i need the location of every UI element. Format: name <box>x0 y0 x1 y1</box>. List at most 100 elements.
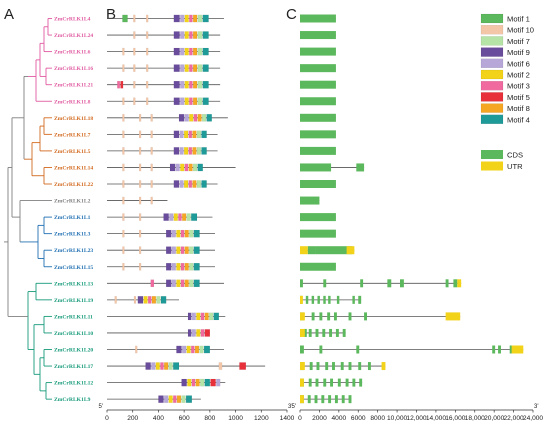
cds-box <box>348 362 352 371</box>
legend-swatch <box>481 161 503 171</box>
cds-box <box>300 279 303 288</box>
motif-box <box>180 64 185 72</box>
tick-label: 600 <box>179 415 190 422</box>
gene-label: ZmCrRLK1L13 <box>54 281 93 287</box>
motif-box <box>180 97 185 106</box>
motif-box <box>151 362 156 370</box>
motif-box <box>133 14 136 23</box>
motif-box <box>168 395 173 403</box>
motif-box <box>150 114 153 122</box>
cds-box <box>300 97 336 106</box>
motif-box <box>193 279 200 288</box>
cds-box <box>335 328 339 337</box>
gene-labels: ZmCrRLK1L4 ZmCrRLK1L24 ZmCrRLK1L6 ZmCrRLK1L… <box>54 17 93 404</box>
tick-label: 1200 <box>254 415 269 422</box>
cds-box <box>334 395 338 404</box>
motif-box <box>173 80 180 89</box>
utr-box <box>511 345 524 354</box>
motif-box <box>202 14 209 23</box>
motif-box <box>197 31 203 39</box>
motif-box <box>146 97 149 106</box>
motif-box <box>189 279 194 288</box>
cds-box <box>323 378 327 387</box>
motif-box <box>173 97 180 106</box>
motif-box <box>150 279 155 288</box>
motif-box <box>173 130 180 139</box>
cds-box <box>308 378 312 387</box>
motif-box <box>189 114 194 122</box>
motif-box <box>179 180 184 188</box>
motif-box <box>171 246 176 254</box>
motif-box <box>191 378 196 387</box>
legend-label: Motif 10 <box>507 26 534 35</box>
motif-box <box>180 262 185 271</box>
motif-box <box>122 163 125 172</box>
cds-box <box>316 362 320 371</box>
motif-box <box>200 378 205 387</box>
cds-box <box>358 295 362 304</box>
motif-box <box>122 180 125 188</box>
motif-box <box>186 345 191 354</box>
cds-box <box>319 312 323 321</box>
tick-label: 14,000 <box>426 415 447 422</box>
motif-box <box>155 362 160 370</box>
tick-label: 800 <box>204 415 215 422</box>
utr-box <box>300 362 305 371</box>
motif-box <box>146 47 149 56</box>
cds-box <box>300 130 336 139</box>
gene-label: ZmCrRLK1L15 <box>54 265 93 271</box>
motif-box <box>218 362 223 370</box>
motif-box <box>189 229 194 238</box>
motif-box <box>175 163 180 172</box>
motif-box <box>186 213 191 221</box>
motif-box <box>122 246 125 254</box>
legend-swatch <box>480 58 504 68</box>
motif-box <box>204 312 209 321</box>
motif-box <box>196 180 202 188</box>
motif-box <box>146 14 149 23</box>
cds-box <box>300 229 336 238</box>
motif-box <box>173 47 180 56</box>
motif-box <box>164 362 169 370</box>
motif-box <box>213 312 220 321</box>
motif-box <box>146 64 149 72</box>
legend-swatch <box>480 13 504 24</box>
motif-box <box>188 163 193 172</box>
motif-box <box>192 31 198 39</box>
cds-box <box>342 328 346 337</box>
motif-box <box>184 31 189 39</box>
cds-box <box>303 328 307 337</box>
motif-box <box>184 114 189 122</box>
cds-box <box>341 395 345 404</box>
legend-label: Motif 6 <box>507 59 530 68</box>
cds-box <box>307 246 316 255</box>
motif-box <box>138 163 142 172</box>
motif-box <box>122 47 125 56</box>
motif-box <box>138 114 142 122</box>
legend-label: Motif 5 <box>507 93 530 102</box>
motif-box <box>204 329 211 337</box>
motif-box <box>178 213 182 221</box>
motif-box <box>191 213 198 221</box>
cds-box <box>358 362 362 371</box>
motif-box <box>189 64 193 72</box>
cds-box <box>300 213 336 222</box>
motif-box <box>189 262 194 271</box>
panel-label-c: C <box>286 6 297 23</box>
cds-box <box>359 378 363 387</box>
panel-label-b: B <box>106 6 116 23</box>
motif-box <box>165 279 172 288</box>
cds-box <box>333 312 337 321</box>
motif-box <box>133 47 136 56</box>
motif-box <box>138 130 142 139</box>
motif-box <box>150 130 153 139</box>
motif-box <box>135 345 138 354</box>
tick-label: 12,000 <box>406 415 427 422</box>
cds-box <box>336 295 340 304</box>
motif-box <box>193 114 198 122</box>
motif-box <box>184 14 189 23</box>
motif-box <box>169 163 176 172</box>
cds-box <box>329 328 333 337</box>
motif-box <box>138 147 142 155</box>
